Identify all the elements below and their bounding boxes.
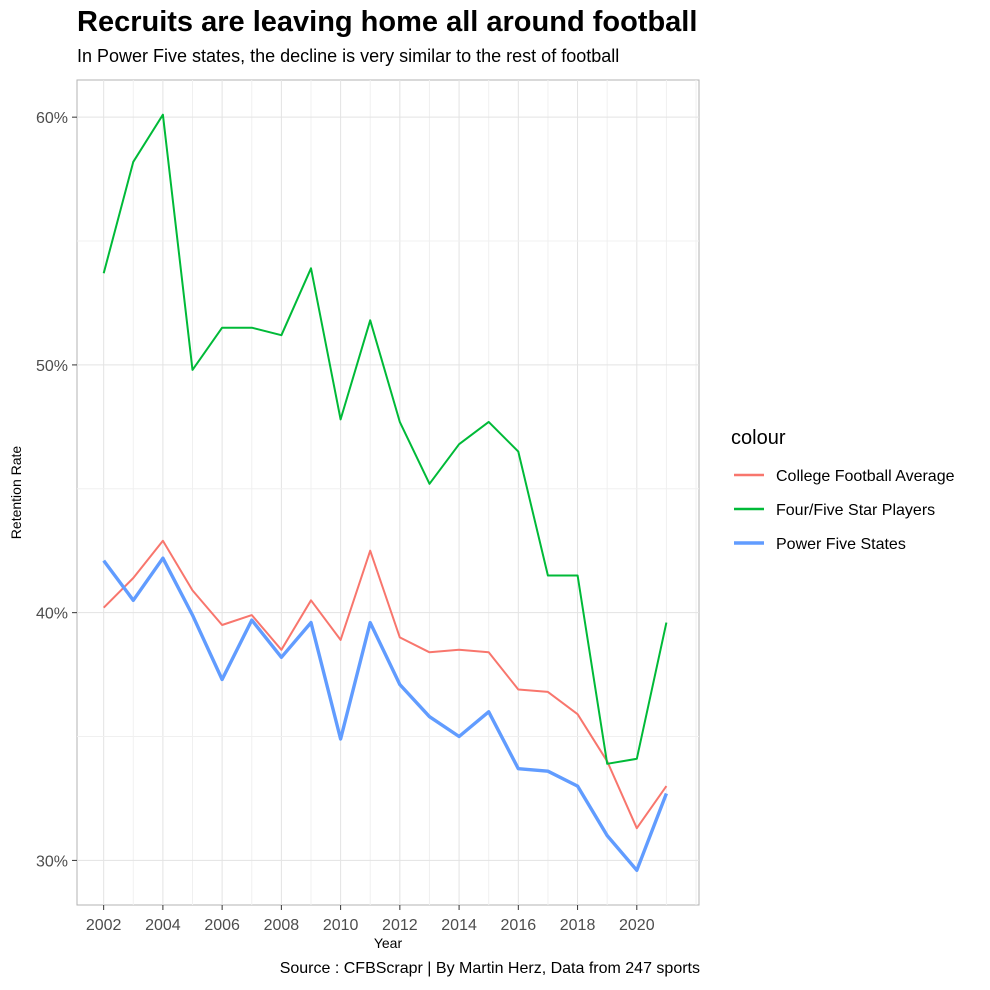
chart-subtitle: In Power Five states, the decline is ver… (77, 46, 620, 66)
y-tick-label: 60% (36, 110, 68, 127)
y-tick-label: 40% (36, 606, 68, 623)
x-tick-label: 2006 (204, 917, 240, 934)
series-line-four-five-star-players (102, 113, 668, 765)
series-line-college-football-average (102, 539, 668, 830)
x-tick-label: 2016 (501, 917, 537, 934)
y-axis-title: Retention Rate (8, 446, 24, 540)
x-tick-label: 2020 (619, 917, 655, 934)
series-line-power-five-states (102, 556, 668, 872)
legend-label: College Football Average (776, 468, 955, 485)
x-tick-label: 2012 (382, 917, 418, 934)
legend-label: Four/Five Star Players (776, 502, 935, 519)
legend-title: colour (731, 427, 786, 449)
x-tick-label: 2010 (323, 917, 359, 934)
y-tick-label: 30% (36, 853, 68, 870)
chart-title: Recruits are leaving home all around foo… (77, 6, 698, 38)
x-tick-label: 2002 (86, 917, 122, 934)
plot-panel (76, 79, 700, 906)
legend: colour College Football Average Four/Five… (731, 427, 955, 553)
plot-border (76, 79, 700, 906)
x-tick-label: 2004 (145, 917, 181, 934)
x-tick-label: 2014 (441, 917, 477, 934)
x-tick-label: 2018 (560, 917, 596, 934)
y-tick-label: 50% (36, 358, 68, 375)
x-tick-label: 2008 (264, 917, 300, 934)
legend-label: Power Five States (776, 536, 906, 553)
chart-caption: Source : CFBScrapr | By Martin Herz, Dat… (279, 960, 700, 977)
grid-lines (77, 80, 699, 905)
x-axis-title: Year (374, 935, 403, 951)
x-axis-ticks: 2002 2004 2006 2008 2010 2012 2014 2016 2018 2020 (86, 905, 655, 934)
y-axis-ticks: 30% 40% 50% 60% (36, 110, 77, 870)
series-lines (102, 113, 668, 872)
